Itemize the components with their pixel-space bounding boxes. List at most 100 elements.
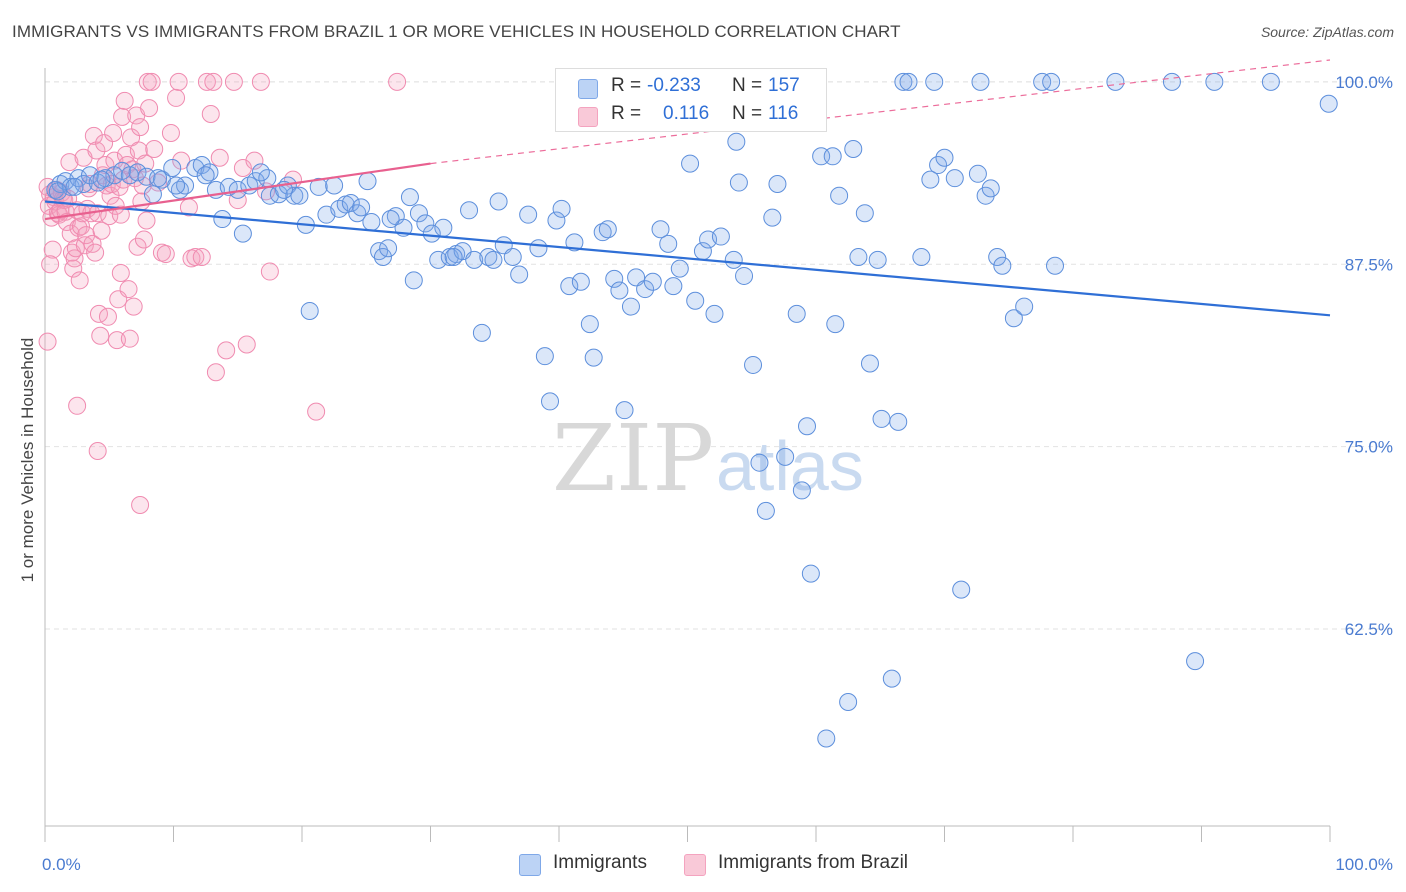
point-immigrants-137 [1015, 297, 1034, 316]
point-immigrants-82 [598, 220, 617, 239]
point-immigrants-57 [434, 218, 453, 237]
point-immigrants-78 [571, 272, 590, 291]
point-immigrants-153 [1319, 94, 1338, 113]
point-immigrants-146 [971, 72, 990, 91]
point-immigrants-84 [610, 281, 629, 300]
point-immigrants-88 [636, 280, 655, 299]
point-brazil-101 [233, 158, 252, 177]
point-immigrants-56 [429, 250, 448, 269]
point-brazil-75 [134, 230, 153, 249]
point-immigrants-76 [560, 277, 579, 296]
point-brazil-4 [43, 240, 62, 259]
point-brazil-84 [156, 245, 175, 264]
point-immigrants-44 [358, 172, 377, 191]
point-immigrants-112 [798, 417, 817, 436]
point-brazil-36 [84, 126, 103, 145]
point-brazil-92 [192, 247, 211, 266]
legend-r-value: 0.116 [663, 103, 710, 124]
point-brazil-58 [113, 107, 132, 126]
y-tick-label-0: 62.5% [1345, 620, 1393, 639]
point-brazil-67 [124, 297, 143, 316]
watermark-zip: ZIP [552, 405, 714, 512]
point-immigrants-154 [48, 182, 67, 201]
series-immigrants-points [46, 72, 1338, 748]
point-brazil-109 [388, 72, 407, 91]
point-immigrants-145 [925, 72, 944, 91]
point-immigrants-79 [580, 315, 599, 334]
series-brazil-points [38, 72, 407, 515]
point-immigrants-101 [727, 132, 746, 151]
axes [44, 68, 1331, 842]
point-immigrants-126 [912, 247, 931, 266]
x-tick-label-0: 0.0% [42, 855, 81, 874]
point-immigrants-71 [529, 239, 548, 258]
point-brazil-78 [138, 72, 157, 91]
point-brazil-91 [186, 247, 205, 266]
point-immigrants-1 [51, 175, 70, 194]
point-immigrants-61 [460, 201, 479, 220]
point-immigrants-26 [233, 224, 252, 243]
bottom-legend-label-immigrants: Immigrants [553, 852, 647, 873]
trend-line-brazil [44, 162, 431, 221]
y-tick-label-3: 100.0% [1335, 73, 1393, 92]
point-brazil-77 [137, 211, 156, 230]
point-immigrants-102 [729, 173, 748, 192]
point-brazil-72 [131, 118, 150, 137]
point-brazil-87 [169, 72, 188, 91]
point-immigrants-89 [643, 272, 662, 291]
legend-n-label: N = [732, 75, 763, 96]
point-immigrants-129 [935, 148, 954, 167]
point-immigrants-138 [1046, 256, 1065, 275]
point-immigrants-152 [1261, 72, 1280, 91]
point-immigrants-125 [889, 412, 908, 431]
point-brazil-80 [142, 72, 161, 91]
point-brazil-97 [210, 148, 229, 167]
point-immigrants-20 [192, 156, 211, 175]
point-immigrants-81 [593, 223, 612, 242]
trend-line-immigrants [44, 200, 1331, 317]
point-brazil-81 [145, 140, 164, 159]
point-brazil-45 [96, 156, 115, 175]
point-brazil-94 [201, 104, 220, 123]
point-immigrants-116 [826, 315, 845, 334]
point-brazil-102 [237, 335, 256, 354]
point-immigrants-13 [137, 167, 156, 186]
point-immigrants-130 [945, 169, 964, 188]
point-immigrants-86 [621, 297, 640, 316]
point-immigrants-53 [409, 204, 428, 223]
point-immigrants-107 [763, 208, 782, 227]
point-immigrants-34 [290, 186, 309, 205]
legend-r-label: R = [611, 75, 642, 96]
point-immigrants-113 [801, 564, 820, 583]
watermark-atlas: atlas [716, 427, 864, 505]
point-immigrants-74 [547, 211, 566, 230]
point-immigrants-47 [373, 247, 392, 266]
point-immigrants-83 [605, 269, 624, 288]
point-immigrants-127 [921, 170, 940, 189]
point-immigrants-52 [404, 271, 423, 290]
point-immigrants-90 [651, 220, 670, 239]
point-immigrants-63 [472, 323, 491, 342]
point-brazil-95 [204, 72, 223, 91]
point-immigrants-99 [711, 227, 730, 246]
point-brazil-57 [111, 264, 130, 283]
point-immigrants-136 [1004, 309, 1023, 328]
point-immigrants-6 [80, 166, 99, 185]
point-immigrants-133 [981, 179, 1000, 198]
point-immigrants-65 [484, 250, 503, 269]
y-axis-label: 1 or more Vehicles in Household [18, 338, 37, 583]
point-brazil-113 [88, 442, 107, 461]
point-immigrants-94 [681, 154, 700, 173]
point-brazil-26 [71, 217, 90, 236]
point-brazil-17 [60, 153, 79, 172]
point-immigrants-69 [510, 265, 529, 284]
point-brazil-44 [95, 134, 114, 153]
point-brazil-54 [107, 331, 126, 350]
point-brazil-63 [119, 280, 138, 299]
point-immigrants-162 [352, 198, 371, 217]
point-immigrants-64 [479, 247, 498, 266]
chart-source: Source: ZipAtlas.com [1260, 24, 1394, 40]
legend-swatch-immigrants [578, 79, 598, 99]
point-immigrants-143 [894, 72, 913, 91]
point-immigrants-121 [860, 354, 879, 373]
